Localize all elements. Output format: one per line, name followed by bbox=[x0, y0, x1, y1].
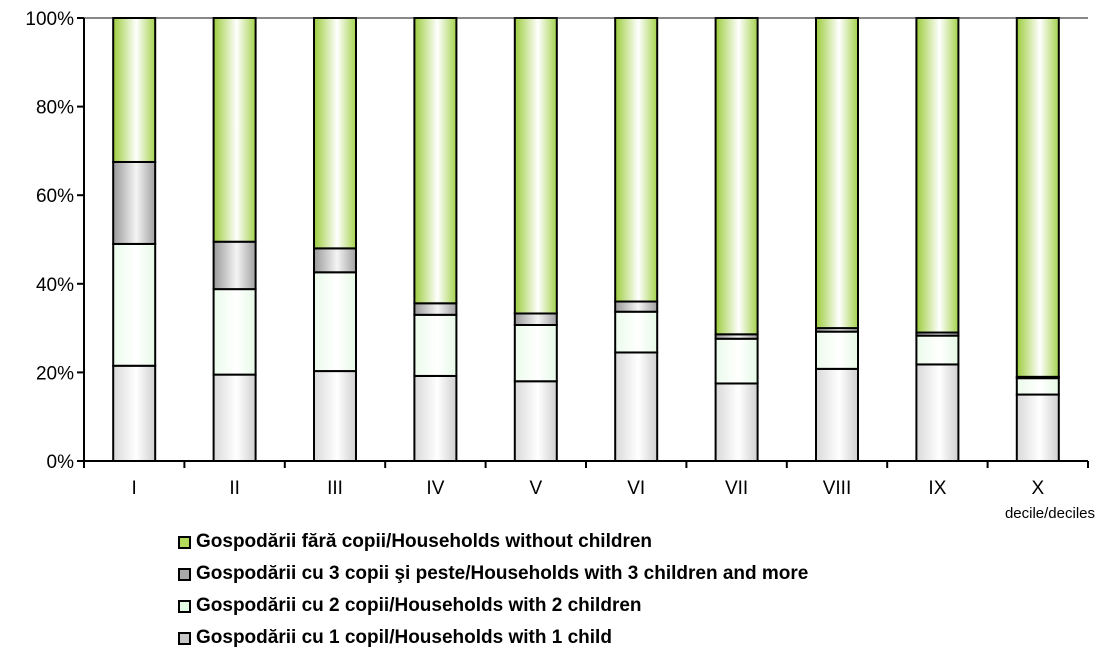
x-tick-label: I bbox=[132, 478, 137, 499]
legend-swatch bbox=[178, 535, 191, 549]
bar-segment-V-series-1 bbox=[513, 380, 558, 463]
bar-segment-VI-series-1 bbox=[614, 351, 659, 462]
bar-segment-V-series-2 bbox=[513, 323, 558, 383]
x-tick-label: IV bbox=[426, 478, 444, 499]
x-tick-label: VIII bbox=[823, 478, 852, 499]
bar-segment-VIII-series-2 bbox=[815, 330, 859, 370]
legend-swatch bbox=[178, 599, 191, 613]
legend-label: Gospodării cu 1 copil/Households with 1 … bbox=[196, 627, 612, 648]
legend-label: Gospodării cu 2 copii/Households with 2 … bbox=[196, 595, 642, 616]
bar-segment-VII-series-1 bbox=[714, 382, 759, 463]
bar-segment-VI-series-4 bbox=[614, 17, 659, 303]
bar-segment-III-series-4 bbox=[313, 17, 357, 250]
legend-label: Gospodării cu 3 copii şi peste/Household… bbox=[196, 563, 809, 584]
bar-segment-X-series-1 bbox=[1015, 393, 1060, 462]
x-tick-label: VII bbox=[725, 478, 748, 499]
y-tick-label: 20% bbox=[36, 363, 74, 384]
legend-swatch bbox=[178, 631, 191, 645]
legend-label: Gospodării fără copii/Households without… bbox=[196, 531, 653, 552]
bar-segment-X-series-2 bbox=[1015, 377, 1060, 396]
bar-segment-VI-series-3 bbox=[614, 300, 659, 313]
bar-segment-IX-series-1 bbox=[915, 363, 960, 462]
legend-item: Gospodării cu 1 copil/Households with 1 … bbox=[178, 622, 808, 654]
bar-segment-V-series-3 bbox=[513, 312, 558, 326]
x-tick-label: X bbox=[1031, 478, 1044, 499]
bar-segment-III-series-3 bbox=[313, 247, 357, 274]
bar-segment-VI-series-2 bbox=[614, 310, 659, 354]
x-axis-unit-label: decile/deciles bbox=[1005, 505, 1095, 522]
bar-segment-I-series-3 bbox=[112, 160, 157, 245]
bar-segment-IX-series-2 bbox=[915, 334, 960, 366]
y-tick-label: 60% bbox=[36, 186, 74, 207]
y-tick-label: 80% bbox=[36, 98, 74, 119]
bar-segment-V-series-4 bbox=[513, 17, 558, 315]
bar-segment-I-series-1 bbox=[112, 364, 157, 463]
bar-segment-IV-series-4 bbox=[413, 17, 458, 305]
bar-segment-II-series-2 bbox=[212, 288, 257, 376]
legend-item: Gospodării fără copii/Households without… bbox=[178, 526, 808, 558]
legend-swatch bbox=[178, 567, 191, 581]
x-tick-label: V bbox=[529, 478, 542, 499]
bar-segment-II-series-1 bbox=[212, 373, 257, 462]
chart-legend: Gospodării fără copii/Households without… bbox=[178, 526, 808, 654]
y-tick-label: 40% bbox=[36, 275, 74, 296]
x-tick-label: VI bbox=[627, 478, 645, 499]
bar-segment-I-series-4 bbox=[112, 17, 157, 163]
stacked-bar-chart: 0%20%40%60%80%100%I II III IV V VI VII VIII IX Xd… bbox=[25, 9, 1095, 522]
bar-segment-IX-series-4 bbox=[915, 17, 960, 334]
bar-segment-IV-series-1 bbox=[413, 374, 458, 462]
bar-segment-II-series-4 bbox=[212, 17, 257, 243]
bar-segment-I-series-2 bbox=[112, 242, 157, 367]
x-tick-label: II bbox=[229, 478, 240, 499]
bar-segment-X-series-4 bbox=[1015, 17, 1060, 378]
y-tick-label: 100% bbox=[25, 9, 74, 30]
bar-segment-VII-series-4 bbox=[714, 17, 759, 336]
x-tick-label: IX bbox=[928, 478, 946, 499]
y-tick-label: 0% bbox=[47, 452, 75, 473]
bar-segment-III-series-2 bbox=[313, 271, 357, 373]
bar-segment-VIII-series-1 bbox=[815, 367, 859, 462]
bar-segment-II-series-3 bbox=[212, 240, 257, 291]
x-tick-label: III bbox=[327, 478, 343, 499]
bar-segment-IV-series-2 bbox=[413, 313, 458, 377]
bar-segment-VIII-series-4 bbox=[815, 17, 859, 330]
legend-item: Gospodării cu 2 copii/Households with 2 … bbox=[178, 590, 808, 622]
bar-segment-III-series-1 bbox=[313, 370, 357, 463]
legend-item: Gospodării cu 3 copii şi peste/Household… bbox=[178, 558, 808, 590]
bar-segment-VII-series-2 bbox=[714, 337, 759, 385]
bar-segment-IV-series-3 bbox=[413, 302, 458, 316]
